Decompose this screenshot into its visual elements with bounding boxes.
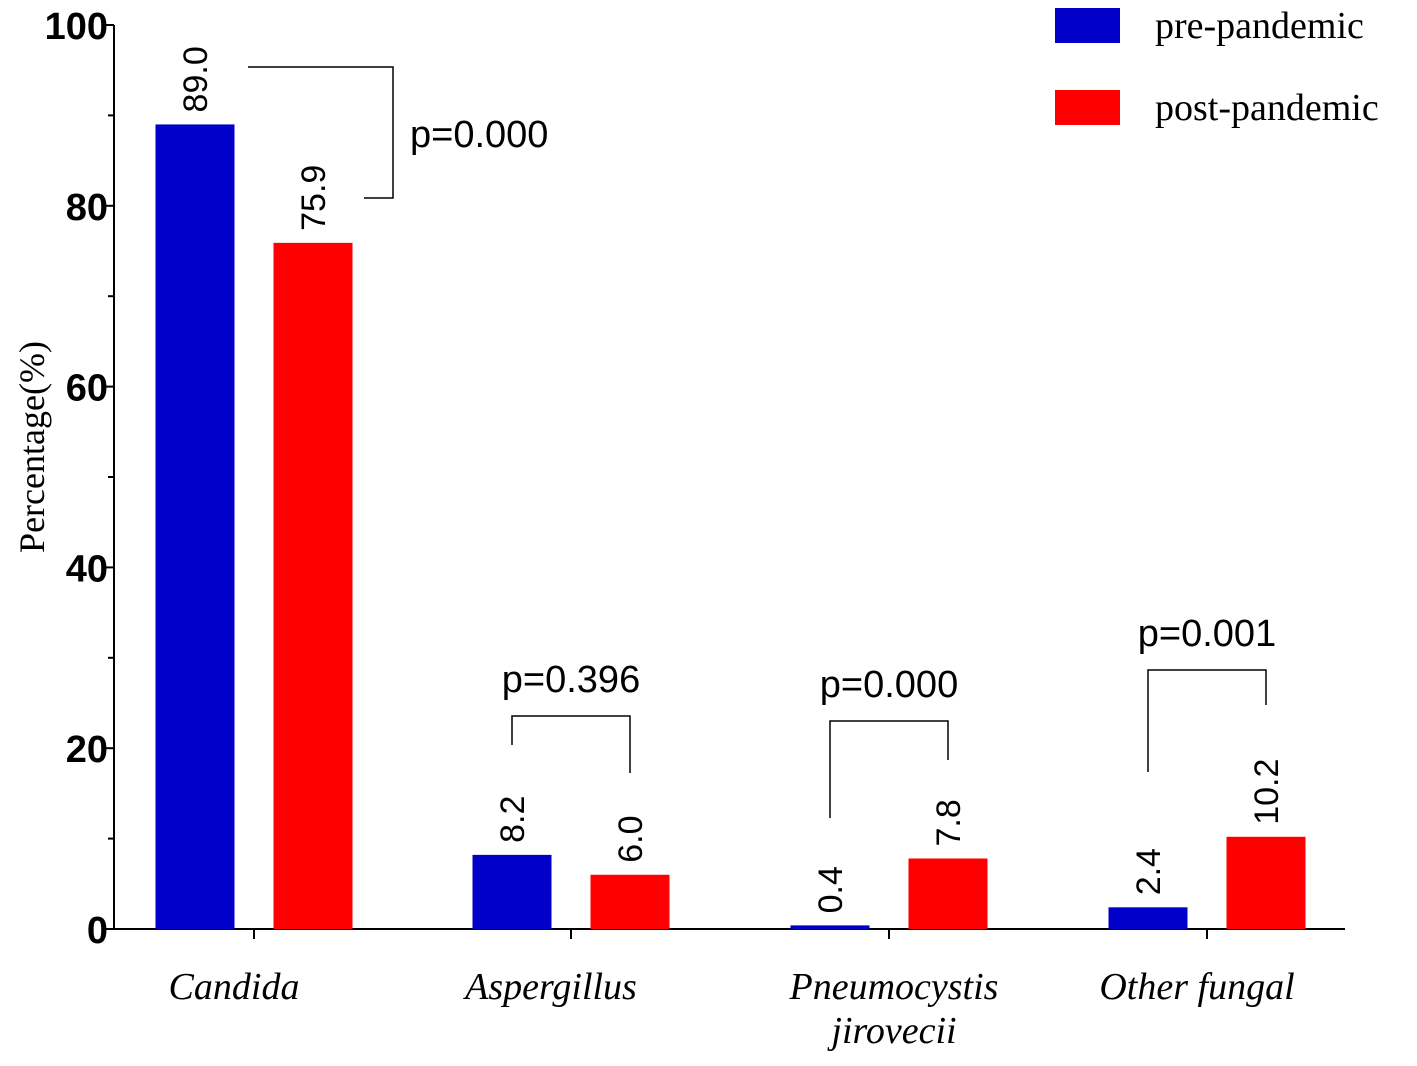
y-tick-label: 60 [66, 368, 108, 410]
legend-swatch-pre-pandemic [1055, 8, 1120, 43]
category-label: Aspergillus [462, 966, 637, 1008]
significance-bracket [511, 715, 631, 773]
bar-post-pandemic [1226, 836, 1306, 929]
p-value-label: p=0.000 [820, 664, 958, 706]
y-tick-label: 0 [87, 910, 108, 952]
axes: 0 20 40 60 80 100 [45, 6, 1345, 952]
bar-pre-pandemic [472, 854, 552, 929]
legend-label: post-pandemic [1155, 87, 1379, 129]
significance-bracket [829, 720, 949, 818]
y-tick-label: 100 [45, 6, 108, 48]
value-label: 89.0 [177, 46, 215, 112]
significance-bracket [248, 66, 394, 199]
value-label: 0.4 [812, 866, 850, 913]
category-label: jirovecii [826, 1010, 956, 1052]
value-label: 10.2 [1248, 759, 1286, 825]
value-label: 7.8 [930, 799, 968, 846]
category-label: Pneumocystis [789, 966, 999, 1008]
value-label: 8.2 [494, 796, 532, 843]
category-label: Other fungal [1099, 966, 1294, 1008]
value-label: 6.0 [612, 815, 650, 862]
bars [155, 124, 1306, 929]
bar-pre-pandemic [155, 124, 235, 929]
legend-label: pre-pandemic [1155, 5, 1364, 47]
y-tick-label: 20 [66, 729, 108, 771]
bar-post-pandemic [273, 242, 353, 929]
bar-post-pandemic [590, 874, 670, 929]
legend: pre-pandemic post-pandemic [1055, 5, 1379, 129]
significance-brackets: p=0.000 p=0.396 p=0.000 p=0.001 [248, 66, 1276, 818]
p-value-label: p=0.396 [502, 659, 640, 701]
p-value-label: p=0.000 [410, 114, 548, 156]
bar-post-pandemic [908, 858, 988, 929]
bar-pre-pandemic [1108, 907, 1188, 929]
value-label: 2.4 [1130, 848, 1168, 895]
significance-bracket [1147, 669, 1267, 772]
value-label: 75.9 [295, 165, 333, 231]
value-labels: 89.0 8.2 0.4 2.4 75.9 6.0 7.8 10.2 [177, 46, 1286, 913]
y-axis-label: Percentage(%) [12, 341, 52, 553]
legend-swatch-post-pandemic [1055, 90, 1120, 125]
p-value-label: p=0.001 [1138, 613, 1276, 655]
bar-pre-pandemic [790, 925, 870, 929]
y-tick-label: 40 [66, 548, 108, 590]
category-label: Candida [169, 966, 300, 1008]
y-tick-label: 80 [66, 187, 108, 229]
